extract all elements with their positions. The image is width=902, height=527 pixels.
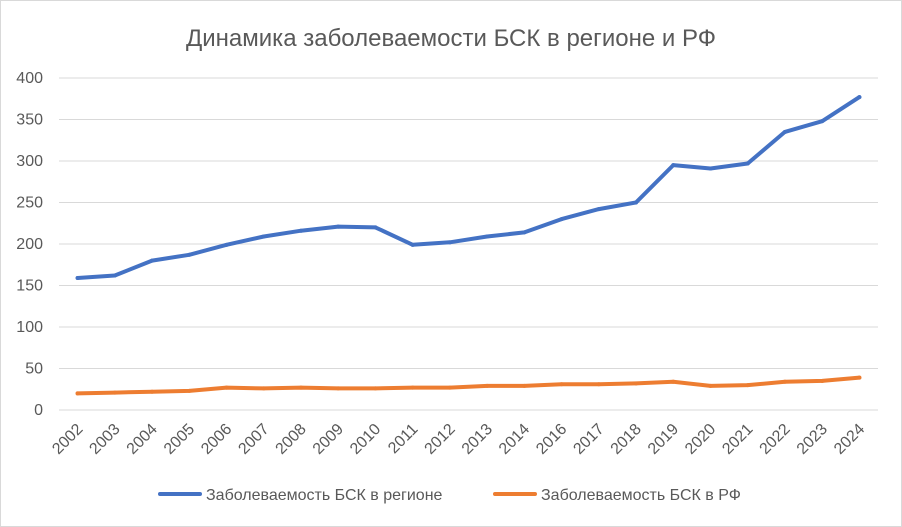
data-point	[298, 228, 303, 233]
data-point	[261, 234, 266, 239]
data-point	[373, 386, 378, 391]
data-point	[150, 258, 155, 263]
data-point	[559, 382, 564, 387]
series-lines	[75, 95, 862, 396]
y-tick-label: 150	[16, 278, 43, 295]
x-tick-label: 2021	[719, 421, 756, 458]
x-axis-ticks: 2002 2003 2004 2005 2006 2007 2008 2009 2010 2011…	[49, 421, 868, 458]
data-point	[820, 119, 825, 124]
data-point	[820, 378, 825, 383]
x-tick-label: 2005	[161, 421, 198, 458]
data-point	[782, 129, 787, 134]
x-tick-label: 2020	[682, 421, 719, 458]
data-point	[224, 385, 229, 390]
data-point	[261, 386, 266, 391]
data-point	[596, 207, 601, 212]
data-point	[112, 273, 117, 278]
x-tick-label: 2024	[831, 421, 868, 458]
x-tick-label: 2013	[459, 421, 496, 458]
data-point	[298, 385, 303, 390]
data-point	[857, 95, 862, 100]
data-point	[745, 161, 750, 166]
data-point	[596, 382, 601, 387]
y-tick-label: 0	[34, 402, 43, 419]
data-point	[410, 385, 415, 390]
series-line-1	[75, 375, 862, 396]
x-tick-label: 2022	[757, 421, 794, 458]
data-point	[187, 252, 192, 257]
x-tick-label: 2016	[533, 421, 570, 458]
x-tick-label: 2010	[347, 421, 384, 458]
x-tick-label: 2018	[608, 421, 645, 458]
legend-label: Заболеваемость БСК в РФ	[541, 487, 741, 504]
data-point	[447, 240, 452, 245]
legend-label: Заболеваемость БСК в регионе	[206, 487, 443, 504]
data-point	[447, 385, 452, 390]
y-tick-label: 100	[16, 319, 43, 336]
y-tick-label: 400	[16, 70, 43, 87]
chart-title: Динамика заболеваемости БСК в регионе и …	[186, 25, 716, 52]
data-point	[708, 383, 713, 388]
data-point	[522, 383, 527, 388]
x-tick-label: 2011	[385, 421, 421, 457]
x-tick-label: 2023	[794, 421, 831, 458]
data-point	[857, 375, 862, 380]
data-point	[485, 383, 490, 388]
y-axis-ticks: 0 50 100 150 200 250 300 350 400	[16, 70, 43, 419]
x-tick-label: 2012	[422, 421, 459, 458]
legend: Заболеваемость БСК в регионе Заболеваемос…	[158, 487, 741, 504]
data-point	[410, 242, 415, 247]
data-point	[634, 381, 639, 386]
x-tick-label: 2006	[198, 421, 235, 458]
y-tick-label: 250	[16, 195, 43, 212]
y-tick-label: 200	[16, 236, 43, 253]
data-point	[559, 217, 564, 222]
x-tick-label: 2014	[496, 421, 533, 458]
x-tick-label: 2002	[49, 421, 86, 458]
data-point	[112, 390, 117, 395]
data-point	[634, 200, 639, 205]
series-line-0	[75, 95, 862, 280]
x-tick-label: 2007	[235, 421, 272, 458]
data-point	[522, 230, 527, 235]
data-point	[485, 234, 490, 239]
data-point	[75, 276, 80, 281]
x-tick-label: 2009	[310, 421, 347, 458]
data-point	[336, 224, 341, 229]
gridlines	[59, 77, 878, 411]
data-point	[336, 386, 341, 391]
x-tick-label: 2019	[645, 421, 682, 458]
x-tick-label: 2008	[273, 421, 310, 458]
data-point	[671, 379, 676, 384]
y-tick-label: 300	[16, 153, 43, 170]
data-point	[75, 391, 80, 396]
x-tick-label: 2017	[570, 421, 607, 458]
data-point	[224, 242, 229, 247]
x-tick-label: 2003	[86, 421, 123, 458]
data-point	[745, 383, 750, 388]
data-point	[708, 166, 713, 171]
y-tick-label: 350	[16, 112, 43, 129]
data-point	[671, 163, 676, 168]
data-point	[782, 379, 787, 384]
data-point	[373, 225, 378, 230]
x-tick-label: 2004	[124, 421, 161, 458]
data-point	[150, 389, 155, 394]
y-tick-label: 50	[25, 361, 43, 378]
data-point	[187, 388, 192, 393]
